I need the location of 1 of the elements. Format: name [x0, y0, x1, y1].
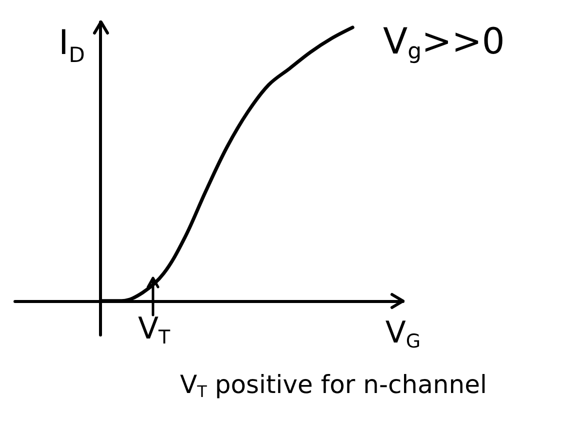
- y-axis-title: I$_{D}$: [58, 23, 85, 67]
